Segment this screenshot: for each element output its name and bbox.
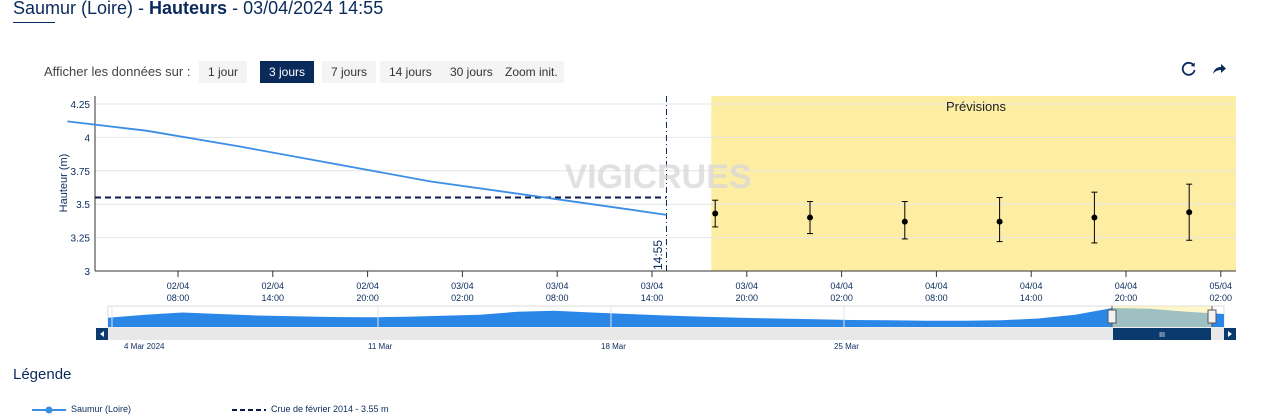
x-tick-label-time: 14:00: [262, 293, 285, 303]
x-tick-label-date: 02/04: [356, 281, 379, 291]
x-tick-label-date: 04/04: [1020, 281, 1043, 291]
forecast-point[interactable]: [807, 214, 813, 221]
x-tick-label-date: 02/04: [262, 281, 285, 291]
title-separator: -: [133, 0, 150, 18]
share-icon[interactable]: [1210, 60, 1228, 78]
x-tick-label-date: 04/04: [1115, 281, 1138, 291]
forecast-point[interactable]: [1186, 209, 1193, 216]
observed-series-line[interactable]: [67, 120, 667, 216]
navigator-area: [108, 308, 1224, 327]
scrollbar-grip: III: [1159, 332, 1165, 339]
forecast-point[interactable]: [901, 218, 908, 225]
x-tick-label-time: 02:00: [1210, 293, 1233, 303]
y-tick-label: 4: [84, 133, 90, 144]
title-underline: [13, 22, 55, 23]
range-button-14-days[interactable]: 14 jours: [380, 61, 441, 83]
range-button-3-days[interactable]: 3 jours: [260, 61, 315, 83]
navigator-handle-right[interactable]: [1207, 309, 1217, 324]
x-tick-label-date: 04/04: [830, 281, 853, 291]
x-tick-label-date: 03/04: [641, 281, 664, 291]
x-tick-label-time: 14:00: [641, 293, 664, 303]
measure-name: Hauteurs: [149, 0, 228, 18]
forecast-point[interactable]: [1091, 214, 1098, 221]
x-tick-label-date: 02/04: [167, 281, 190, 291]
forecast-point[interactable]: [712, 210, 719, 217]
legend-item-flood-reference[interactable]: Crue de février 2014 - 3.55 m: [271, 404, 389, 414]
x-tick-label-date: 03/04: [451, 281, 474, 291]
x-tick-label-date: 04/04: [925, 281, 948, 291]
x-tick-label-time: 20:00: [736, 293, 759, 303]
forecast-point[interactable]: [996, 218, 1003, 225]
navigator-handle-left[interactable]: [1107, 309, 1117, 324]
navigator-date-label: 11 Mar: [368, 342, 393, 351]
zoom-reset-button[interactable]: Zoom init.: [499, 61, 564, 83]
range-button-1-day[interactable]: 1 jour: [199, 61, 248, 83]
scroll-right-arrow-icon: [1228, 331, 1232, 337]
x-tick-label-time: 08:00: [167, 293, 190, 303]
scrollbar-track: [96, 328, 1236, 340]
x-tick-label-time: 02:00: [830, 293, 853, 303]
x-tick-label-time: 08:00: [925, 293, 948, 303]
x-tick-label-time: 20:00: [356, 293, 379, 303]
station-name: Saumur (Loire): [13, 0, 134, 18]
now-label: 14:55: [651, 240, 665, 270]
range-button-30-days[interactable]: 30 jours: [441, 61, 502, 83]
navigator-date-label: 25 Mar: [834, 342, 859, 351]
legend-observed-symbol: [32, 406, 66, 414]
refresh-icon[interactable]: [1180, 60, 1198, 78]
x-tick-label-date: 03/04: [546, 281, 569, 291]
y-tick-label: 3: [84, 267, 90, 278]
range-selector-label: Afficher les données sur :: [44, 64, 191, 79]
navigator-selection[interactable]: [1112, 306, 1212, 327]
navigator-date-label: 18 Mar: [601, 342, 626, 351]
title-datetime: - 03/04/2024 14:55: [227, 0, 384, 18]
legend-item-observed[interactable]: Saumur (Loire): [71, 404, 132, 414]
legend-title: Légende: [13, 366, 72, 383]
scroll-left-arrow-icon: [100, 331, 104, 337]
x-tick-label-time: 08:00: [546, 293, 569, 303]
y-tick-label: 4.25: [71, 100, 91, 111]
y-tick-label: 3.25: [71, 234, 91, 245]
x-tick-label-date: 03/04: [736, 281, 759, 291]
x-tick-label-time: 02:00: [451, 293, 474, 303]
x-tick-label-time: 14:00: [1020, 293, 1043, 303]
navigator-date-label: 4 Mar 2024: [124, 342, 165, 351]
range-button-7-days[interactable]: 7 jours: [322, 61, 377, 83]
page-title: Saumur (Loire) - Hauteurs - 03/04/2024 1…: [13, 0, 383, 19]
y-tick-label: 3.75: [71, 167, 91, 178]
legend-reference-symbol: [232, 409, 266, 411]
x-tick-label-time: 20:00: [1115, 293, 1138, 303]
x-tick-label-date: 05/04: [1210, 281, 1233, 291]
scrollbar-thumb[interactable]: [1113, 328, 1211, 340]
forecast-band: [711, 96, 1236, 271]
y-tick-label: 3.5: [76, 200, 90, 211]
y-axis-label: Hauteur (m): [58, 154, 70, 213]
